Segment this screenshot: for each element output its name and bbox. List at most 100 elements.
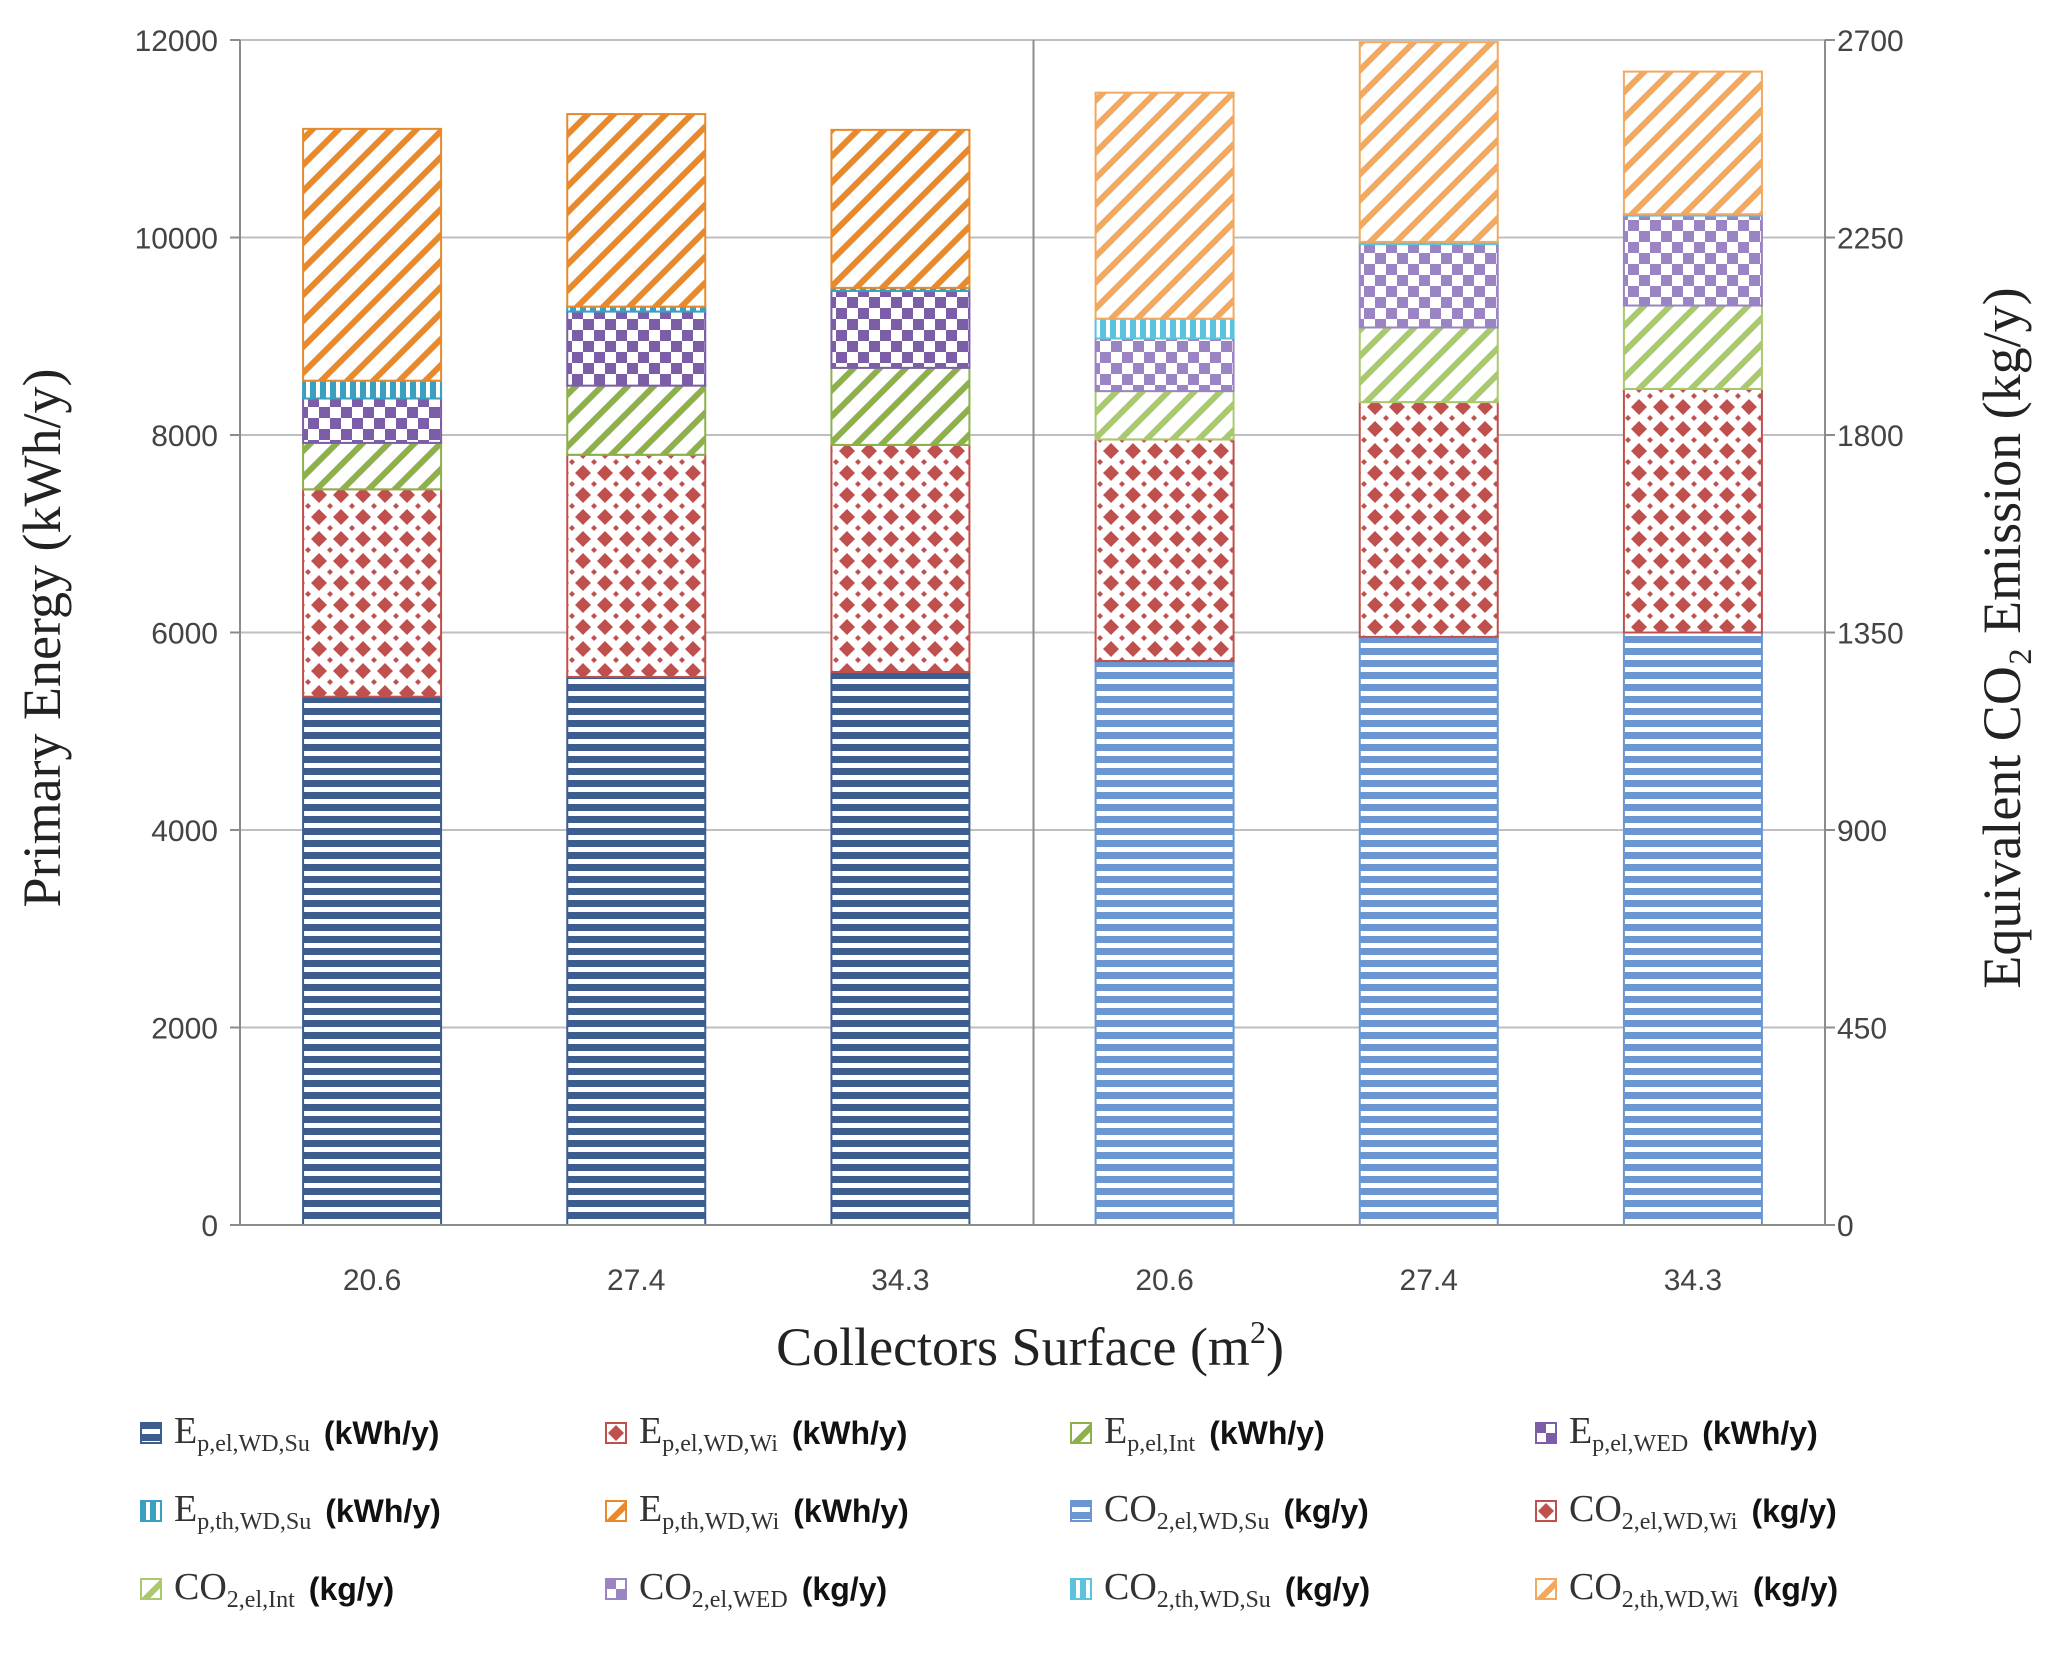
bar-segment-co-su [1358,635,1499,1226]
bar-segment-ep-th-wi [302,127,443,382]
legend-label: CO2,el,WED [639,1565,788,1613]
legend-label: CO2,th,WD,Su [1104,1565,1271,1613]
y2-tick-label: 1800 [1837,420,1904,453]
legend-item-ep-int: Ep,el,Int (kWh/y) [1070,1405,1535,1461]
tick-labels: 0 2000 4000 6000 8000 10000 12000 0 450 900 1350 18… [135,25,1904,1297]
bar-segment-ep-wed [566,310,707,387]
bar-segment-ep-su [830,671,971,1226]
legend: Ep,el,WD,Su (kWh/y) Ep,el,WD,Wi (kWh/y) Ep,e… [140,1405,2040,1617]
y-tick-label: 2000 [151,1013,218,1046]
bar-segment-ep-wi [830,443,971,673]
legend-item-co-su: CO2,el,WD,Su (kg/y) [1070,1483,1535,1539]
bar-segment-ep-wi [566,453,707,678]
bar-segment-co-su [1094,660,1235,1226]
y-tick-label: 8000 [151,420,218,453]
legend-item-co-wed: CO2,el,WED (kg/y) [605,1561,1070,1617]
legend-label: CO2,el,WD,Wi [1569,1487,1738,1535]
y-tick-label: 10000 [135,223,218,256]
legend-swatch [605,1422,627,1444]
legend-label: CO2,el,WD,Su [1104,1487,1270,1535]
bar-segment-co-th-wi [1622,70,1763,216]
x-tick-label: 34.3 [871,1264,929,1297]
x-tick-label: 34.3 [1664,1264,1722,1297]
legend-swatch [1535,1578,1557,1600]
bar-segment-co-int [1622,304,1763,390]
y-tick-label: 6000 [151,618,218,651]
legend-unit: (kWh/y) [793,1492,909,1529]
y2-tick-label: 2250 [1837,223,1904,256]
y-axis-title: Primary Energy (kWh/y) [12,369,72,908]
bar-segment-ep-su [566,675,707,1226]
legend-unit: (kWh/y) [1209,1414,1325,1451]
legend-item-ep-th-su: Ep,th,WD,Su (kWh/y) [140,1483,605,1539]
legend-label: Ep,el,Int [1104,1409,1196,1457]
x-axis-title: Collectors Surface (m2) [776,1314,1284,1377]
legend-unit: (kg/y) [801,1570,888,1607]
y-tick-label: 0 [201,1210,218,1243]
bar-segment-ep-wi [302,488,443,698]
bar-segment-ep-su [302,695,443,1226]
bar-segment-co-th-su [1094,317,1235,340]
bar-segment-co-wi [1094,438,1235,663]
bar-segment-co-wed [1358,243,1499,329]
legend-swatch [1070,1500,1092,1522]
legend-label: Ep,th,WD,Su [174,1487,312,1535]
stacked-bar-chart: 0 2000 4000 6000 8000 10000 12000 0 450 900 1350 18… [12,25,2032,1377]
legend-label: Ep,el,WD,Su [174,1409,310,1457]
bar-segment-ep-int [830,366,971,446]
legend-swatch [605,1500,627,1522]
y-tick-label: 12000 [135,25,218,58]
legend-item-ep-wed: Ep,el,WED (kWh/y) [1535,1405,2000,1461]
legend-unit: (kg/y) [308,1570,395,1607]
legend-unit: (kWh/y) [1702,1414,1818,1451]
legend-label: Ep,el,WD,Wi [639,1409,778,1457]
legend-unit: (kg/y) [1284,1570,1371,1607]
bar-segment-co-wi [1358,401,1499,638]
bar-segment-co-wi [1622,387,1763,634]
legend-swatch [1535,1500,1557,1522]
bar-segment-co-int [1094,390,1235,441]
bar-segment-co-th-wi [1094,91,1235,320]
bar-segment-ep-int [566,384,707,456]
legend-unit: (kg/y) [1283,1492,1369,1529]
legend-item-co-th-su: CO2,th,WD,Su (kg/y) [1070,1561,1535,1617]
legend-item-ep-th-wi: Ep,th,WD,Wi (kWh/y) [605,1483,1070,1539]
bar-segment-co-su [1622,631,1763,1226]
legend-item-ep-wi: Ep,el,WD,Wi (kWh/y) [605,1405,1070,1461]
legend-swatch [140,1500,162,1522]
legend-unit: (kg/y) [1752,1570,1839,1607]
legend-label: Ep,th,WD,Wi [639,1487,780,1535]
legend-label: Ep,el,WED [1569,1409,1689,1457]
bar-segment-ep-wed [302,397,443,444]
legend-swatch [605,1578,627,1600]
y2-tick-label: 1350 [1837,618,1904,651]
x-tick-label: 27.4 [607,1264,665,1297]
bar-segment-co-int [1358,326,1499,404]
legend-swatch [1535,1422,1557,1444]
y2-tick-label: 450 [1837,1013,1887,1046]
legend-item-co-th-wi: CO2,th,WD,Wi (kg/y) [1535,1561,2000,1617]
y2-tick-label: 0 [1837,1210,1854,1243]
x-tick-label: 20.6 [343,1264,401,1297]
bar-segment-ep-int [302,441,443,491]
x-tick-label: 20.6 [1135,1264,1193,1297]
legend-unit: (kWh/y) [791,1414,908,1451]
legend-label: CO2,th,WD,Wi [1569,1565,1739,1613]
legend-swatch [140,1578,162,1600]
y2-tick-label: 900 [1837,815,1887,848]
bar-segment-ep-wed [830,289,971,369]
legend-swatch [1070,1578,1092,1600]
legend-unit: (kWh/y) [323,1414,440,1451]
bar-segment-ep-th-wi [830,128,971,289]
y2-axis-title: Equivalent CO₂ Emission (kg/y) [1972,287,2032,988]
bar-segment-co-wed [1094,337,1235,393]
y2-tick-label: 2700 [1837,25,1904,58]
legend-item-co-int: CO2,el,Int (kg/y) [140,1561,605,1617]
bar-segment-ep-th-wi [566,113,707,308]
legend-unit: (kWh/y) [325,1492,441,1529]
y-tick-label: 4000 [151,815,218,848]
legend-item-ep-su: Ep,el,WD,Su (kWh/y) [140,1405,605,1461]
legend-item-co-wi: CO2,el,WD,Wi (kg/y) [1535,1483,2000,1539]
x-tick-label: 27.4 [1400,1264,1458,1297]
bar-segment-co-th-wi [1358,41,1499,243]
